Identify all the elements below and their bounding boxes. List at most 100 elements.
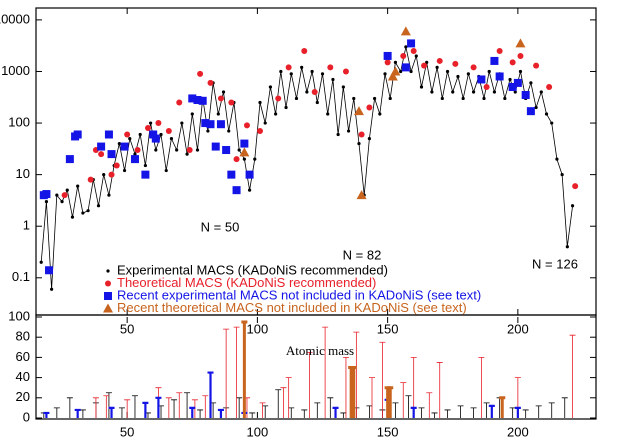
error-bar [249,412,256,418]
error-bar [488,404,495,418]
data-point [466,72,470,76]
data-point [149,130,158,139]
data-point [401,63,410,72]
error-bar [262,405,269,418]
legend-marker [105,280,111,287]
error-bar [171,399,178,418]
y-tick-label: 60 [16,349,30,364]
data-point [496,47,503,54]
error-bar [314,402,321,418]
x-tick-label: 50 [120,321,134,336]
data-point [452,60,459,67]
data-point [133,152,137,156]
data-point [176,99,183,106]
error-bar [79,409,86,418]
data-point [289,72,293,76]
data-point [285,64,292,71]
data-point [336,132,340,137]
y-tick-label: 20 [16,389,30,404]
data-point [539,90,543,94]
annotation: N = 50 [201,219,240,234]
data-point [113,162,120,169]
data-point [279,69,283,74]
data-point [65,188,69,192]
bottom-frame [35,314,597,420]
data-point [534,105,538,110]
data-point [180,121,184,125]
data-point [544,112,549,116]
error-bar [322,326,329,418]
data-point [435,65,439,69]
error-bar [327,397,334,418]
x-tick-label: 200 [507,424,529,439]
data-point [326,112,330,116]
error-bar [176,392,183,418]
error-bar [165,397,172,418]
error-bar [431,412,438,418]
data-point [508,77,512,82]
data-point [445,69,450,74]
data-point [274,112,278,116]
data-point [470,64,477,71]
data-point [130,155,139,164]
data-point [387,71,398,81]
data-point [102,173,106,177]
data-point [154,148,158,152]
data-point [145,125,151,132]
error-bar [275,389,282,418]
data-point [383,72,387,76]
error-bar [548,402,555,418]
data-point [518,69,523,74]
error-bar [217,408,224,418]
error-bar [400,382,407,418]
error-bar [259,402,266,418]
data-point [384,59,391,66]
data-point [311,88,318,95]
data-point [451,90,455,94]
annotation: N = 82 [343,247,382,262]
data-point [495,72,504,81]
data-point [440,96,444,101]
data-point [517,52,524,59]
data-point [373,96,377,101]
data-point [421,62,428,69]
error-bar [387,386,394,418]
y-tick-label: 100 [8,308,30,323]
error-bar [509,407,516,418]
error-bar [241,320,248,418]
y-tick-label: 100 [8,114,30,129]
data-point [526,107,535,116]
error-bar [288,407,295,418]
data-point [275,95,282,102]
data-point [207,79,214,86]
data-point [141,170,150,179]
data-point [97,142,106,151]
data-point [186,147,193,154]
data-point [546,83,553,90]
data-point [206,129,210,133]
y-tick-label: 80 [16,329,30,344]
data-point [515,38,526,48]
data-point [353,106,364,116]
data-point [222,146,231,155]
x-axis-label: Atomic mass [286,343,354,358]
error-bar [280,387,287,418]
data-point [555,157,559,161]
data-point [352,96,356,101]
error-bar [223,328,230,418]
data-point [216,120,225,129]
data-point [243,122,250,129]
data-point [143,163,147,168]
error-bar [184,392,191,418]
data-point [378,112,382,116]
data-point [201,119,210,128]
data-point [211,142,220,151]
data-point [164,168,168,173]
data-point [149,121,153,125]
y-tick-label: 0 [23,409,30,424]
data-point [42,190,51,199]
data-point [358,131,365,138]
data-point [45,266,54,275]
error-bar [426,392,433,418]
